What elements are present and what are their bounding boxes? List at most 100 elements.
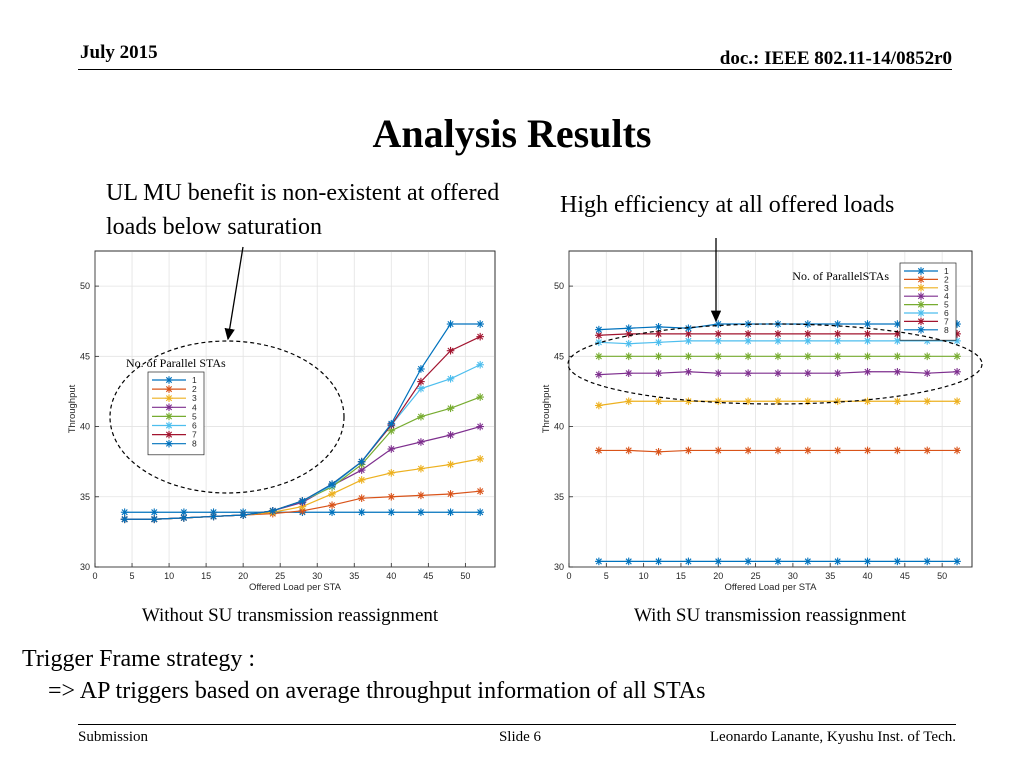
data-point-s1-2 [654, 557, 663, 566]
y-tick-label: 40 [80, 422, 90, 432]
data-point-s8-1 [150, 515, 159, 524]
legend-marker-4 [165, 403, 173, 412]
x-tick-label: 40 [863, 571, 873, 581]
data-point-s5-12 [953, 352, 961, 361]
x-tick-label: 0 [92, 571, 97, 581]
data-point-s6-1 [624, 339, 633, 348]
data-point-s5-3 [684, 352, 693, 361]
legend-label-1: 1 [944, 266, 949, 276]
data-point-s5-1 [624, 352, 633, 361]
footer-divider [78, 724, 956, 725]
x-tick-label: 10 [164, 571, 174, 581]
data-point-s8-8 [833, 320, 842, 328]
data-point-s1-1 [624, 557, 633, 566]
data-point-s6-10 [417, 384, 425, 393]
data-point-s5-11 [446, 404, 455, 413]
data-point-s8-6 [298, 497, 307, 505]
y-tick-label: 50 [80, 281, 90, 291]
data-point-s2-10 [893, 446, 902, 455]
data-point-s7-4 [714, 330, 723, 338]
data-point-s2-4 [714, 446, 723, 455]
data-point-s1-7 [328, 508, 336, 517]
caption-left: Without SU transmission reassignment [141, 605, 439, 626]
data-point-s3-6 [774, 397, 782, 406]
x-axis-label: Offered Load per STA [724, 582, 817, 593]
legend-label-8: 8 [192, 439, 197, 449]
data-point-s5-2 [654, 352, 663, 361]
legend-marker-1 [917, 267, 925, 275]
data-point-s2-11 [923, 446, 932, 455]
data-point-s4-1 [624, 369, 633, 377]
legend-marker-3 [917, 284, 925, 292]
data-point-s1-8 [833, 557, 842, 566]
data-point-s1-7 [804, 557, 812, 566]
data-point-s6-12 [476, 360, 484, 369]
note-left: UL MU benefit is non-existent at offered… [106, 180, 500, 240]
data-point-s1-11 [446, 508, 455, 517]
data-point-s1-2 [180, 508, 188, 517]
data-point-s2-8 [833, 446, 842, 455]
data-point-s1-11 [923, 557, 932, 566]
data-point-s8-1 [624, 324, 633, 333]
data-point-s8-4 [714, 320, 723, 328]
data-point-s4-10 [417, 438, 425, 446]
x-tick-label: 20 [238, 571, 248, 581]
x-tick-label: 5 [130, 571, 135, 581]
y-tick-label: 50 [554, 281, 564, 291]
strategy-detail: => AP triggers based on average throughp… [48, 678, 706, 704]
header-date: July 2015 [80, 42, 158, 63]
x-tick-label: 35 [349, 571, 359, 581]
data-point-s4-12 [953, 367, 961, 376]
data-point-s6-6 [774, 337, 782, 345]
data-point-s8-9 [863, 320, 872, 328]
data-point-s1-9 [863, 557, 872, 566]
data-point-s3-1 [624, 397, 633, 406]
data-point-s3-7 [328, 490, 336, 498]
x-tick-label: 10 [639, 571, 649, 581]
x-tick-label: 25 [275, 571, 285, 581]
data-point-s2-2 [654, 448, 663, 456]
data-point-s6-5 [744, 337, 752, 345]
data-point-s8-11 [446, 320, 455, 328]
data-point-s3-0 [595, 401, 603, 410]
data-point-s4-10 [893, 367, 902, 376]
data-point-s7-6 [774, 330, 782, 338]
data-point-s3-5 [744, 397, 752, 406]
data-point-s3-12 [953, 397, 961, 406]
data-point-s7-11 [446, 346, 455, 355]
header-divider [78, 69, 952, 70]
footer-submission: Submission [78, 729, 149, 745]
data-point-s7-7 [804, 330, 812, 338]
data-point-s8-5 [744, 320, 752, 328]
caption-right: With SU transmission reassignment [633, 605, 907, 626]
data-point-s3-9 [387, 469, 396, 477]
data-point-s3-11 [923, 397, 932, 406]
data-point-s8-9 [387, 419, 396, 428]
data-point-s8-2 [180, 514, 188, 522]
data-point-s1-0 [120, 508, 129, 517]
data-point-s4-9 [863, 367, 872, 376]
data-point-s2-5 [744, 446, 752, 455]
x-tick-label: 30 [312, 571, 322, 581]
data-point-s8-0 [120, 515, 129, 524]
legend-label-4: 4 [944, 291, 949, 301]
data-point-s5-11 [923, 352, 932, 361]
y-tick-label: 45 [80, 351, 90, 361]
data-point-s7-8 [833, 330, 842, 338]
data-point-s2-12 [953, 446, 961, 455]
data-point-s8-7 [804, 320, 812, 328]
data-point-s3-9 [863, 397, 872, 406]
data-point-s7-2 [654, 330, 663, 338]
data-point-s2-11 [446, 490, 455, 498]
data-point-s4-8 [833, 369, 842, 377]
data-point-s7-10 [417, 377, 425, 386]
data-point-s1-3 [684, 557, 693, 566]
x-tick-label: 0 [566, 571, 571, 581]
y-tick-label: 30 [554, 562, 564, 572]
data-point-s1-5 [744, 557, 752, 566]
data-point-s4-9 [387, 445, 396, 453]
data-point-s6-2 [654, 338, 663, 347]
data-point-s8-0 [595, 325, 603, 334]
